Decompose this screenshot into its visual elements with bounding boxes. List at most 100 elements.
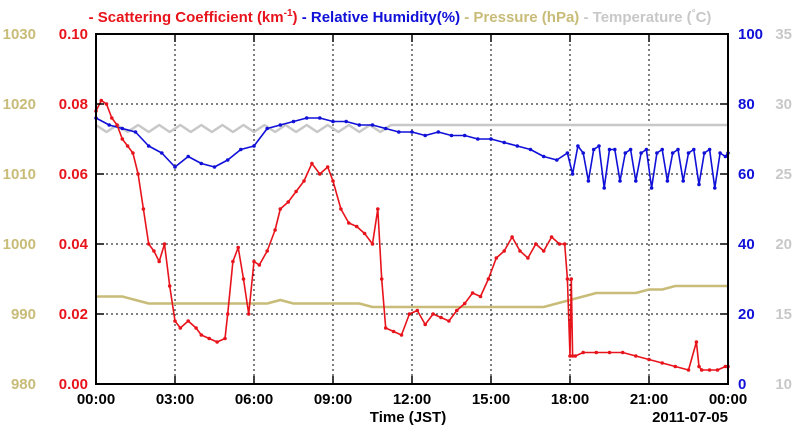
data-point-scattering-coefficient <box>252 259 256 264</box>
y-tick-label-humidity: 60 <box>738 166 755 183</box>
data-point-scattering-coefficient <box>569 277 574 281</box>
data-point-scattering-coefficient <box>194 326 198 330</box>
data-point-relative-humidity <box>576 144 580 148</box>
data-point-relative-humidity <box>702 151 707 155</box>
data-point-scattering-coefficient <box>447 319 451 323</box>
data-point-relative-humidity <box>586 179 591 183</box>
data-point-scattering-coefficient <box>131 151 135 155</box>
data-point-relative-humidity <box>623 151 628 155</box>
data-point-scattering-coefficient <box>339 207 343 211</box>
data-point-relative-humidity <box>410 130 414 134</box>
y-tick-label-scattering: 0.06 <box>59 166 88 183</box>
data-point-relative-humidity <box>591 147 596 152</box>
data-point-relative-humidity <box>541 154 546 159</box>
chart-title: - Scattering Coefficient (km-1) - Relati… <box>89 8 712 26</box>
data-point-relative-humidity <box>723 154 728 159</box>
data-point-relative-humidity <box>718 151 722 155</box>
data-point-scattering-coefficient <box>278 207 283 211</box>
data-point-relative-humidity <box>713 186 717 190</box>
data-point-scattering-coefficient <box>565 277 570 281</box>
data-point-scattering-coefficient <box>178 326 183 330</box>
date-label: 2011-07-05 <box>652 409 728 426</box>
data-point-relative-humidity <box>644 147 649 152</box>
data-point-scattering-coefficient <box>241 277 246 281</box>
data-point-scattering-coefficient <box>318 172 322 176</box>
data-point-scattering-coefficient <box>534 242 538 246</box>
y-tick-label-temperature: 15 <box>775 306 792 323</box>
y-tick-label-pressure: 1010 <box>3 166 36 183</box>
data-point-scattering-coefficient <box>581 350 585 355</box>
data-point-scattering-coefficient <box>125 144 130 148</box>
data-point-scattering-coefficient <box>302 179 306 183</box>
grid <box>96 34 728 384</box>
data-point-relative-humidity <box>597 144 601 148</box>
x-tick-label: 12:00 <box>393 391 431 408</box>
data-point-scattering-coefficient <box>257 263 262 267</box>
data-point-relative-humidity <box>618 179 622 183</box>
data-point-relative-humidity <box>225 158 230 162</box>
data-point-scattering-coefficient <box>494 256 499 260</box>
data-point-scattering-coefficient <box>620 350 625 355</box>
data-point-relative-humidity <box>370 123 375 127</box>
data-point-scattering-coefficient <box>370 242 375 246</box>
data-point-relative-humidity <box>665 179 670 183</box>
data-point-scattering-coefficient <box>634 354 638 358</box>
data-point-relative-humidity <box>655 151 659 155</box>
data-point-scattering-coefficient <box>173 319 177 323</box>
data-point-scattering-coefficient <box>502 249 507 253</box>
data-point-scattering-coefficient <box>431 312 435 316</box>
data-point-scattering-coefficient <box>152 249 156 253</box>
data-point-scattering-coefficient <box>146 242 151 246</box>
title-dash: - <box>89 9 98 26</box>
title-part: Pressure (hPa) <box>473 9 579 26</box>
data-point-scattering-coefficient <box>686 368 691 372</box>
title-part: Scattering Coefficient (km <box>98 9 284 26</box>
x-tick-label: 06:00 <box>235 391 273 408</box>
y-tick-label-humidity: 0 <box>738 376 746 393</box>
data-point-relative-humidity <box>120 126 125 131</box>
y-tick-label-humidity: 80 <box>738 96 755 113</box>
data-point-scattering-coefficient <box>231 259 235 264</box>
data-point-scattering-coefficient <box>707 368 712 372</box>
data-point-scattering-coefficient <box>286 200 291 204</box>
data-point-scattering-coefficient <box>99 98 104 103</box>
data-point-scattering-coefficient <box>294 189 298 194</box>
data-point-relative-humidity <box>449 133 454 138</box>
data-point-scattering-coefficient <box>354 224 359 229</box>
data-point-relative-humidity <box>528 147 533 152</box>
data-point-relative-humidity <box>628 147 633 152</box>
data-point-scattering-coefficient <box>347 221 351 225</box>
data-point-scattering-coefficient <box>570 354 575 358</box>
data-point-scattering-coefficient <box>207 336 211 341</box>
data-point-relative-humidity <box>607 147 612 152</box>
data-point-scattering-coefficient <box>236 245 240 250</box>
x-tick-label: 00:00 <box>77 391 115 408</box>
title-dash: - <box>579 9 592 26</box>
data-point-scattering-coefficient <box>110 116 114 120</box>
data-point-scattering-coefficient <box>673 364 678 369</box>
data-point-relative-humidity <box>565 151 570 155</box>
data-point-relative-humidity <box>502 140 507 145</box>
x-axis-label: Time (JST) <box>370 409 446 426</box>
data-point-scattering-coefficient <box>379 277 384 281</box>
data-point-relative-humidity <box>397 130 401 134</box>
data-point-scattering-coefficient <box>120 137 125 141</box>
y-tick-label-temperature: 35 <box>775 26 792 43</box>
y-tick-label-pressure: 1020 <box>3 96 36 113</box>
data-point-relative-humidity <box>304 116 309 120</box>
data-point-scattering-coefficient <box>470 291 475 295</box>
data-point-relative-humidity <box>639 151 643 155</box>
data-point-scattering-coefficient <box>162 242 167 246</box>
data-point-relative-humidity <box>265 126 270 131</box>
data-point-relative-humidity <box>555 158 559 162</box>
data-point-relative-humidity <box>160 151 164 155</box>
data-point-relative-humidity <box>239 147 243 152</box>
x-tick-label: 03:00 <box>156 391 194 408</box>
data-point-relative-humidity <box>383 126 388 131</box>
title-dash: - <box>460 9 473 26</box>
x-tick-label: 09:00 <box>314 391 352 408</box>
data-point-relative-humidity <box>707 147 712 152</box>
data-point-scattering-coefficient <box>273 228 277 232</box>
data-point-scattering-coefficient <box>699 368 704 372</box>
